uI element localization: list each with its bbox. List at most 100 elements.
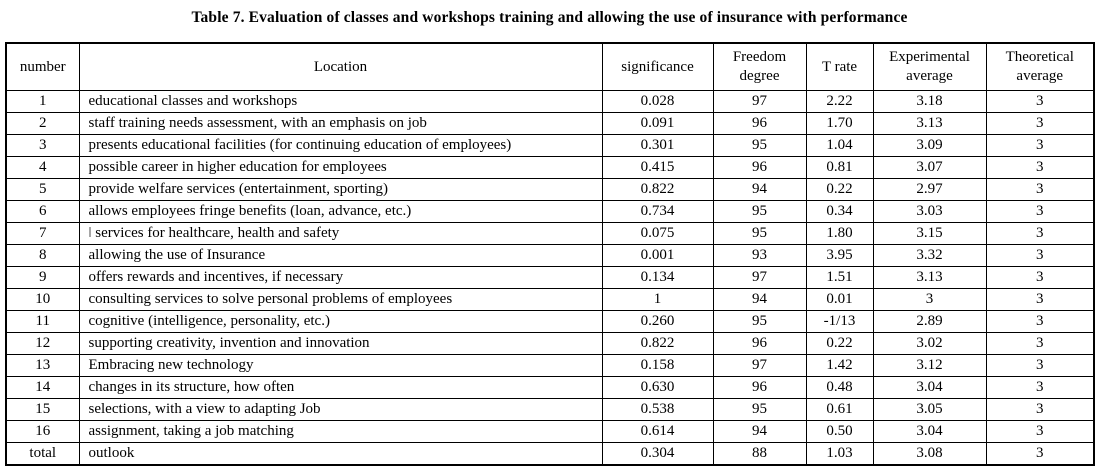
cell-experimental-average: 3.12 — [872, 354, 987, 377]
cell-t-rate: 2.22 — [805, 90, 874, 113]
cell-significance: 0.822 — [601, 332, 714, 355]
column-header-significance: significance — [601, 42, 714, 91]
cell-experimental-average: 2.89 — [872, 310, 987, 333]
table-row: 12 supporting creativity, invention and i… — [5, 332, 1095, 355]
table-row: 13 Embracing new technology 0.158 97 1.42 3.1… — [5, 354, 1095, 377]
cell-experimental-average: 3.08 — [872, 442, 987, 466]
cell-number: 9 — [5, 266, 80, 289]
cell-significance: 0.822 — [601, 178, 714, 201]
cell-location: provide welfare services (entertainment,… — [78, 178, 603, 201]
results-table: number Location significance Freedom degree… — [5, 42, 1095, 466]
cell-significance: 0.075 — [601, 222, 714, 245]
cell-significance: 0.630 — [601, 376, 714, 399]
cell-t-rate: 3.95 — [805, 244, 874, 267]
cell-significance: 0.260 — [601, 310, 714, 333]
column-header-number: number — [5, 42, 80, 91]
cell-t-rate: 1.04 — [805, 134, 874, 157]
cell-freedom-degree: 97 — [712, 90, 807, 113]
cell-location: changes in its structure, how often — [78, 376, 603, 399]
column-header-location: Location — [78, 42, 603, 91]
cell-freedom-degree: 96 — [712, 156, 807, 179]
header-row: number Location significance Freedom degree… — [5, 42, 1095, 91]
cell-freedom-degree: 94 — [712, 178, 807, 201]
cell-freedom-degree: 96 — [712, 332, 807, 355]
cell-experimental-average: 3.07 — [872, 156, 987, 179]
cell-significance: 0.091 — [601, 112, 714, 135]
table-row: 14 changes in its structure, how often 0.6… — [5, 376, 1095, 399]
cell-location: staff training needs assessment, with an… — [78, 112, 603, 135]
cell-significance: 0.415 — [601, 156, 714, 179]
cell-number: 14 — [5, 376, 80, 399]
cell-theoretical-average: 3 — [985, 178, 1095, 201]
table-row: 2 staff training needs assessment, with a… — [5, 112, 1095, 135]
cell-location: allowing the use of Insurance — [78, 244, 603, 267]
cell-location: allows employees fringe benefits (loan, … — [78, 200, 603, 223]
cell-t-rate: 1.03 — [805, 442, 874, 466]
table-row: 3 presents educational facilities (for co… — [5, 134, 1095, 157]
cell-number: 11 — [5, 310, 80, 333]
cell-significance: 0.614 — [601, 420, 714, 443]
cell-theoretical-average: 3 — [985, 266, 1095, 289]
cell-t-rate: 0.01 — [805, 288, 874, 311]
cell-freedom-degree: 95 — [712, 134, 807, 157]
cell-experimental-average: 3.15 — [872, 222, 987, 245]
cell-theoretical-average: 3 — [985, 332, 1095, 355]
cell-t-rate: 0.22 — [805, 332, 874, 355]
cell-freedom-degree: 95 — [712, 222, 807, 245]
cell-number: 6 — [5, 200, 80, 223]
cell-freedom-degree: 95 — [712, 200, 807, 223]
cell-theoretical-average: 3 — [985, 222, 1095, 245]
cell-experimental-average: 3.03 — [872, 200, 987, 223]
table-row: 9 offers rewards and incentives, if neces… — [5, 266, 1095, 289]
cell-freedom-degree: 95 — [712, 398, 807, 421]
cell-t-rate: 0.61 — [805, 398, 874, 421]
cell-theoretical-average: 3 — [985, 420, 1095, 443]
cell-number: 5 — [5, 178, 80, 201]
cell-t-rate: 0.22 — [805, 178, 874, 201]
cell-location: cognitive (intelligence, personality, et… — [78, 310, 603, 333]
cell-freedom-degree: 97 — [712, 266, 807, 289]
table-row: 16 assignment, taking a job matching 0.614… — [5, 420, 1095, 443]
cell-location: consulting services to solve personal pr… — [78, 288, 603, 311]
cell-number: 1 — [5, 90, 80, 113]
cell-experimental-average: 3 — [872, 288, 987, 311]
cell-experimental-average: 3.02 — [872, 332, 987, 355]
cell-number: 3 — [5, 134, 80, 157]
cell-theoretical-average: 3 — [985, 376, 1095, 399]
cell-theoretical-average: 3 — [985, 354, 1095, 377]
cell-location: educational classes and workshops — [78, 90, 603, 113]
cell-number: 2 — [5, 112, 80, 135]
cell-significance: 1 — [601, 288, 714, 311]
cell-experimental-average: 3.13 — [872, 266, 987, 289]
cell-significance: 0.134 — [601, 266, 714, 289]
cell-t-rate: 0.81 — [805, 156, 874, 179]
cell-theoretical-average: 3 — [985, 200, 1095, 223]
cell-location: selections, with a view to adapting Job — [78, 398, 603, 421]
cell-location: outlook — [78, 442, 603, 466]
cell-theoretical-average: 3 — [985, 244, 1095, 267]
table-row: 1 educational classes and workshops 0.028 9… — [5, 90, 1095, 113]
table-title: Table 7. Evaluation of classes and works… — [191, 9, 908, 26]
cell-theoretical-average: 3 — [985, 112, 1095, 135]
cell-t-rate: 0.48 — [805, 376, 874, 399]
cell-experimental-average: 3.32 — [872, 244, 987, 267]
cell-location: assignment, taking a job matching — [78, 420, 603, 443]
cell-freedom-degree: 96 — [712, 112, 807, 135]
column-header-experimental-average: Experimental average — [872, 42, 987, 91]
cell-theoretical-average: 3 — [985, 134, 1095, 157]
table-header: number Location significance Freedom degree… — [5, 42, 1095, 91]
cell-location: Embracing new technology — [78, 354, 603, 377]
cell-significance: 0.001 — [601, 244, 714, 267]
cell-significance: 0.301 — [601, 134, 714, 157]
cell-t-rate: 1.70 — [805, 112, 874, 135]
cell-number: 13 — [5, 354, 80, 377]
cell-number: 16 — [5, 420, 80, 443]
cell-experimental-average: 3.04 — [872, 420, 987, 443]
cell-location: offers rewards and incentives, if necess… — [78, 266, 603, 289]
cell-number: 8 — [5, 244, 80, 267]
cell-freedom-degree: 88 — [712, 442, 807, 466]
column-header-t-rate: T rate — [805, 42, 874, 91]
table-row: 8 allowing the use of Insurance 0.001 93 3.9… — [5, 244, 1095, 267]
table-row: 6 allows employees fringe benefits (loan,… — [5, 200, 1095, 223]
cell-t-rate: 0.50 — [805, 420, 874, 443]
